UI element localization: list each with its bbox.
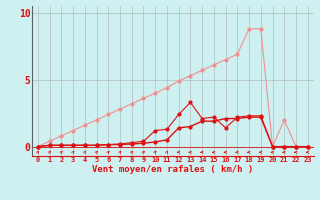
X-axis label: Vent moyen/en rafales ( km/h ): Vent moyen/en rafales ( km/h ) <box>92 165 253 174</box>
